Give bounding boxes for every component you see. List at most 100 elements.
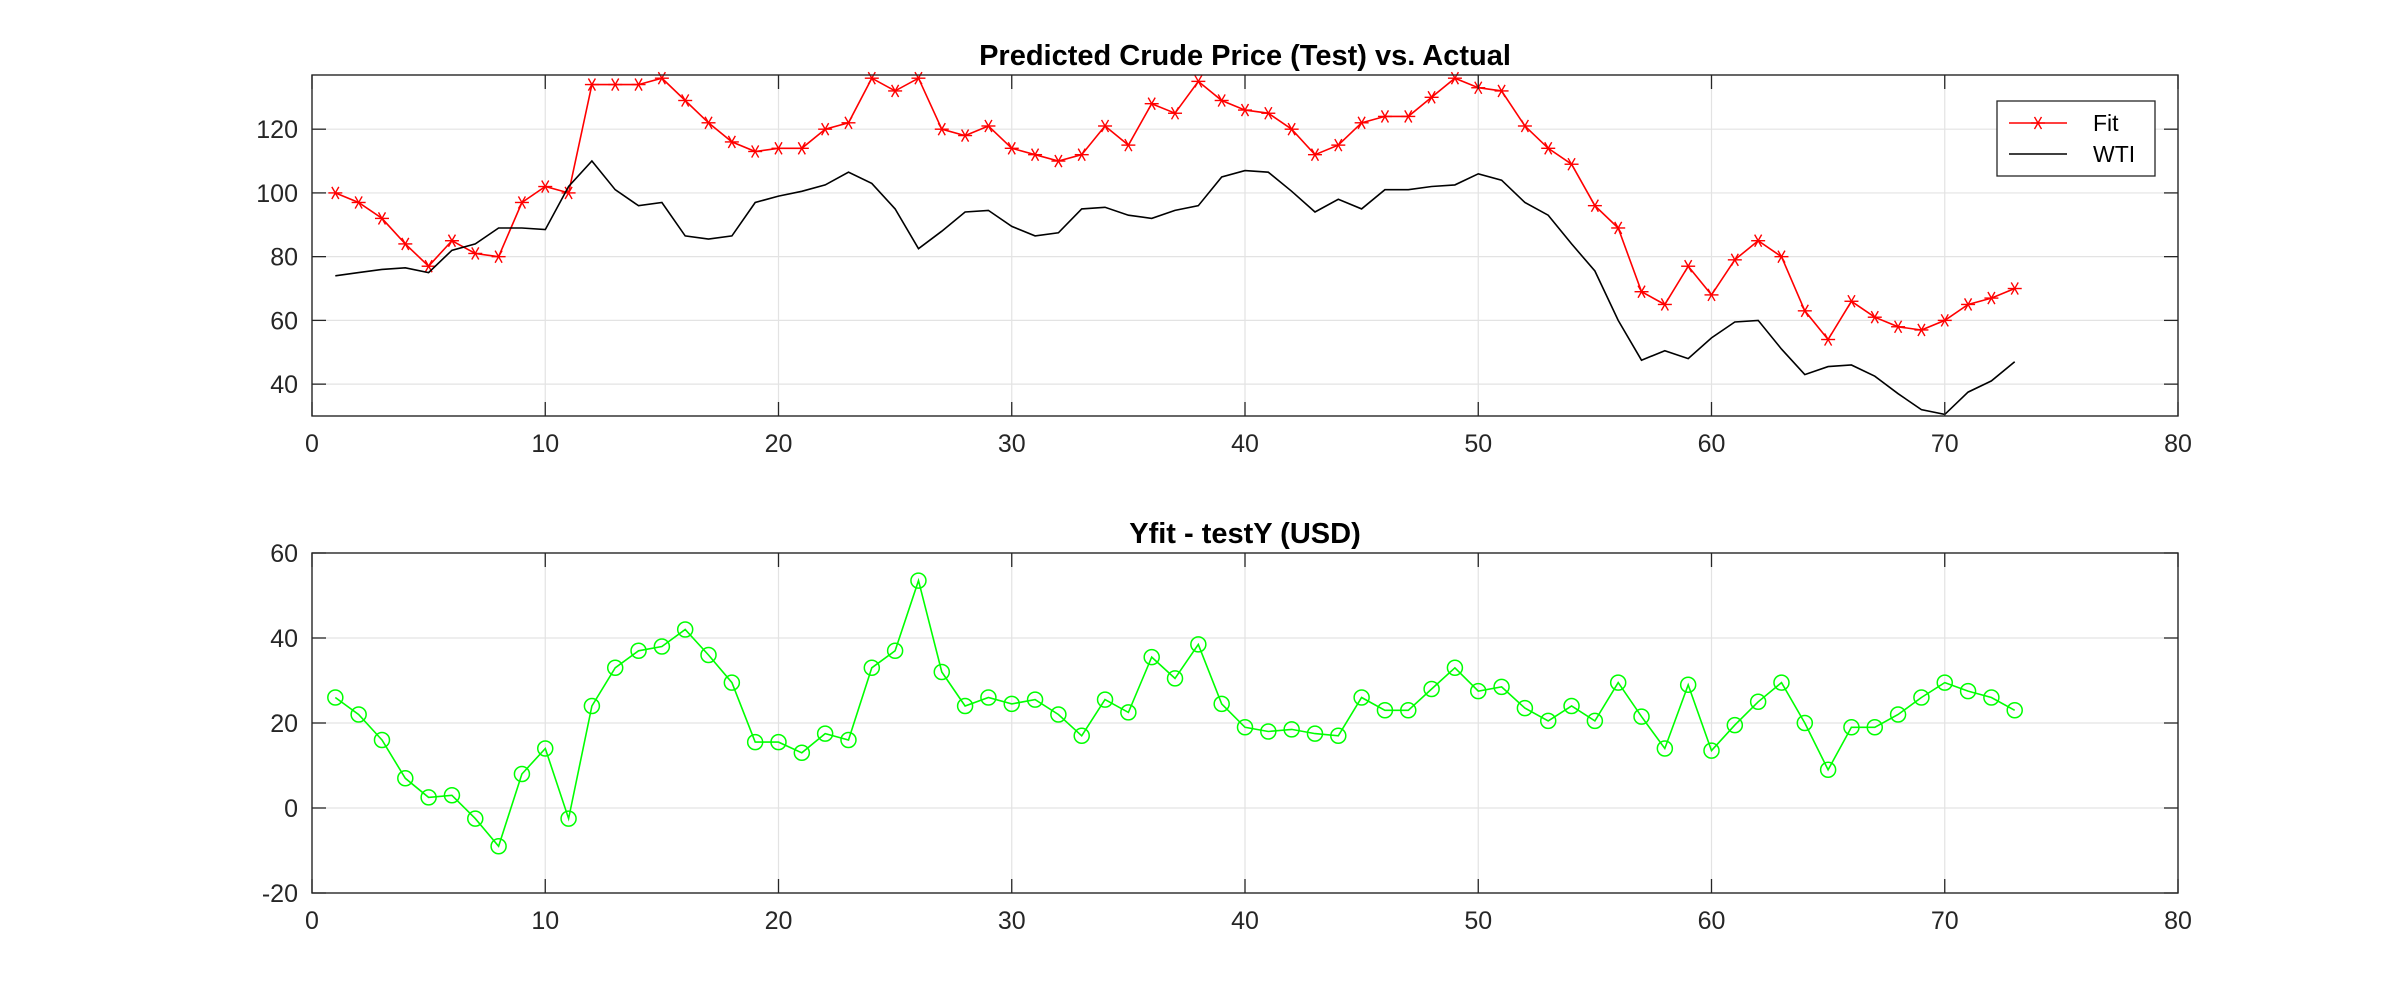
data-point-residual — [1026, 691, 1044, 708]
data-point-fit — [1634, 285, 1649, 299]
x-tick-label: 10 — [531, 907, 559, 935]
x-tick-label: 0 — [305, 430, 319, 458]
y-tick-label: 40 — [270, 371, 298, 399]
asterisk-stroke — [611, 78, 620, 91]
data-point-fit — [538, 180, 553, 193]
y-tick-label: 60 — [270, 540, 298, 568]
data-point-fit — [1238, 103, 1252, 117]
asterisk-stroke — [1380, 110, 1390, 123]
data-point-fit — [374, 211, 389, 225]
x-tick-label: 70 — [1931, 907, 1959, 935]
data-point-residual — [1913, 689, 1930, 706]
y-tick-label: 20 — [270, 710, 298, 738]
data-point-residual — [1796, 714, 1814, 732]
asterisk-stroke — [1660, 298, 1669, 311]
data-point-fit — [608, 78, 623, 91]
data-point-residual — [1073, 727, 1090, 744]
data-point-fit — [911, 71, 926, 85]
data-point-fit — [584, 78, 599, 91]
data-point-residual — [1726, 716, 1744, 734]
data-point-residual — [1096, 691, 1114, 708]
data-point-fit — [1751, 234, 1766, 248]
legend-box — [1996, 100, 2156, 177]
data-point-fit — [678, 94, 693, 107]
data-point-fit — [1517, 119, 1532, 133]
asterisk-stroke — [1870, 310, 1879, 324]
data-point-fit — [1611, 221, 1626, 235]
chart-title: Yfit - testY (USD) — [1129, 518, 1360, 550]
data-point-residual — [1679, 676, 1697, 693]
data-point-residual — [443, 787, 461, 804]
asterisk-stroke — [751, 145, 760, 158]
asterisk-stroke — [494, 250, 503, 264]
data-point-residual — [1819, 761, 1837, 778]
asterisk-stroke — [984, 119, 993, 133]
asterisk-stroke — [960, 129, 970, 142]
data-point-residual — [700, 646, 717, 664]
asterisk-stroke — [1567, 157, 1576, 171]
x-tick-label: 50 — [1464, 430, 1492, 458]
data-point-residual — [1936, 674, 1953, 691]
data-point-residual — [1003, 695, 1020, 713]
asterisk-stroke — [704, 116, 713, 130]
asterisk-stroke — [1544, 141, 1553, 155]
data-point-fit — [1774, 250, 1789, 264]
data-point-fit — [1494, 84, 1509, 98]
data-point-residual — [490, 838, 507, 855]
data-point-residual — [676, 621, 694, 638]
data-point-residual — [606, 659, 624, 676]
data-point-residual — [1306, 725, 1324, 742]
y-tick-label: 120 — [256, 116, 298, 144]
asterisk-stroke — [1450, 71, 1460, 85]
asterisk-stroke — [1754, 234, 1763, 248]
asterisk-stroke — [1707, 288, 1716, 302]
series-line-wti — [335, 159, 2016, 416]
asterisk-stroke — [1427, 90, 1436, 104]
data-point-residual — [840, 731, 857, 749]
data-point-residual — [1353, 689, 1370, 706]
asterisk-stroke — [1637, 285, 1646, 299]
data-point-fit — [1867, 310, 1882, 324]
asterisk-stroke — [1893, 320, 1903, 334]
data-point-fit — [1564, 157, 1579, 171]
data-point-fit — [1028, 148, 1043, 162]
data-point-fit — [1937, 313, 1952, 327]
top-plot: 0 10 20 30 40 50 60 70 80 40 60 80 100 120 Predicted C… — [256, 40, 2192, 458]
data-point-fit — [724, 135, 739, 149]
data-point-residual — [1423, 680, 1440, 698]
x-tick-label: 0 — [305, 907, 319, 935]
data-point-residual — [1446, 659, 1464, 676]
data-point-residual — [1983, 689, 2000, 706]
x-tick-label: 20 — [765, 430, 793, 458]
asterisk-stroke — [587, 78, 597, 91]
data-point-fit — [1657, 298, 1672, 311]
data-point-residual — [1773, 674, 1790, 691]
data-point-residual — [1260, 723, 1277, 740]
x-tick-label: 50 — [1464, 907, 1492, 935]
y-tick-label: 0 — [284, 795, 298, 823]
data-point-fit — [1891, 320, 1906, 334]
asterisk-stroke — [1007, 141, 1016, 155]
data-point-residual — [1400, 702, 1417, 719]
y-tick-label: 40 — [270, 625, 298, 653]
asterisk-stroke — [564, 186, 573, 200]
data-point-residual — [793, 744, 811, 761]
data-point-fit — [1401, 110, 1416, 123]
data-point-residual — [583, 697, 601, 715]
data-point-fit — [2007, 282, 2022, 295]
data-point-residual — [2006, 702, 2023, 719]
data-point-residual — [1586, 712, 1604, 730]
data-point-residual — [956, 697, 974, 715]
legend-label: WTI — [2093, 141, 2135, 167]
data-point-fit — [1424, 90, 1439, 104]
data-point-residual — [653, 638, 671, 655]
asterisk-stroke — [1497, 84, 1506, 98]
data-point-fit — [1797, 304, 1812, 318]
data-point-fit — [1074, 148, 1089, 162]
data-point-fit — [1191, 74, 1206, 88]
data-point-fit — [1144, 97, 1159, 111]
data-point-fit — [841, 116, 856, 130]
asterisk-stroke — [401, 237, 410, 251]
data-point-fit — [328, 186, 343, 200]
